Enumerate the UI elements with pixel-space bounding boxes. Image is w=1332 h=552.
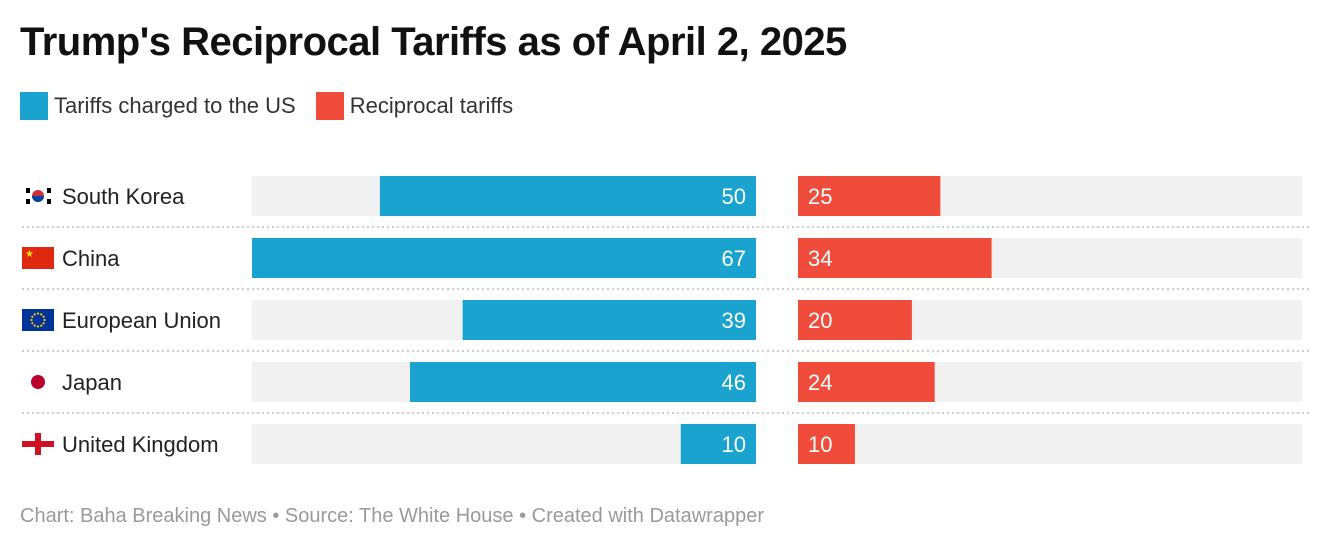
bar-tariffs-charged (379, 176, 756, 216)
flag-star (43, 318, 46, 322)
bar-reciprocal (798, 300, 912, 340)
legend-swatch-red (315, 92, 344, 120)
china-flag-icon: ★ (22, 247, 54, 269)
bar-track-right (798, 424, 1302, 464)
flag-star (40, 313, 43, 316)
flag-trigram (47, 199, 51, 204)
bar-tariffs-charged (252, 238, 756, 278)
south-korea-flag-icon (22, 185, 54, 207)
legend-item-tariffs-charged: Tariffs charged to the US (20, 92, 296, 120)
legend-swatch-blue (20, 92, 48, 120)
flag-taegeuk-blue (32, 196, 44, 202)
category-label: Japan (62, 370, 122, 395)
bar-chart: South Korea 50 25 ★ China 67 34 European Union 3… (22, 176, 1310, 464)
flag-star (33, 324, 36, 327)
category-label: China (62, 246, 120, 271)
flag-star (30, 318, 33, 322)
flag-trigram (26, 188, 30, 193)
flag-star (40, 324, 43, 327)
data-label-tariffs-charged: 46 (722, 370, 746, 395)
flag-star (36, 325, 40, 328)
flag-cross-horizontal (22, 441, 54, 447)
data-label-tariffs-charged: 39 (722, 308, 746, 333)
flag-star (33, 313, 36, 316)
flag-star (31, 322, 34, 325)
legend: Tariffs charged to the US Reciprocal tar… (20, 92, 533, 120)
flag-background (22, 309, 54, 331)
bar-tariffs-charged (680, 424, 756, 464)
chart-row: ★ China 67 34 (22, 238, 1310, 290)
bar-tariffs-charged (462, 300, 756, 340)
category-label: United Kingdom (62, 432, 219, 457)
data-label-reciprocal: 20 (808, 308, 832, 333)
bar-reciprocal (798, 176, 941, 216)
flag-sun (31, 375, 45, 389)
data-label-reciprocal: 10 (808, 432, 832, 457)
bar-tariffs-charged (409, 362, 756, 402)
data-label-reciprocal: 25 (808, 184, 832, 209)
legend-item-reciprocal: Reciprocal tariffs (315, 92, 514, 120)
eu-flag-icon (22, 309, 54, 331)
chart-row: South Korea 50 25 (22, 176, 1310, 228)
category-label: South Korea (62, 184, 185, 209)
bar-reciprocal (798, 238, 992, 278)
flag-star: ★ (25, 249, 34, 260)
data-label-tariffs-charged: 50 (722, 184, 746, 209)
flag-star (42, 315, 45, 318)
data-label-tariffs-charged: 67 (722, 246, 746, 271)
data-label-reciprocal: 34 (808, 246, 832, 271)
category-label: European Union (62, 308, 221, 333)
chart-footer: Chart: Baha Breaking News • Source: The … (20, 505, 764, 527)
flag-trigram (26, 199, 30, 204)
chart-title: Trump's Reciprocal Tariffs as of April 2… (20, 20, 847, 64)
chart-row: United Kingdom 10 10 (22, 424, 1302, 464)
flag-trigram (47, 188, 51, 193)
flag-star (31, 315, 34, 318)
flag-star (36, 312, 40, 315)
flag-background (22, 247, 54, 269)
japan-flag-icon (22, 371, 54, 393)
flag-star (42, 322, 45, 325)
bar-reciprocal (798, 362, 935, 402)
legend-label-reciprocal: Reciprocal tariffs (349, 93, 514, 118)
data-label-reciprocal: 24 (808, 370, 832, 395)
chart-row: European Union 39 20 (22, 300, 1310, 352)
data-label-tariffs-charged: 10 (722, 432, 746, 457)
uk-flag-icon (22, 433, 54, 455)
bar-track-left (252, 424, 756, 464)
legend-label-tariffs-charged: Tariffs charged to the US (54, 93, 296, 118)
chart-row: Japan 46 24 (22, 362, 1310, 414)
bar-reciprocal (798, 424, 855, 464)
